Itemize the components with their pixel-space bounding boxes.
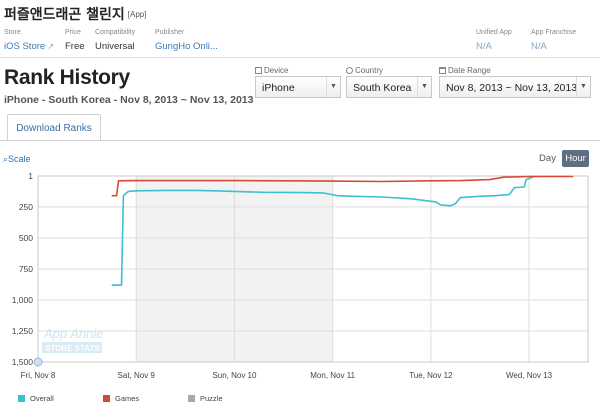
series-line-overall [111, 175, 539, 286]
legend-swatch [18, 395, 25, 402]
legend-label: Overall [30, 394, 54, 403]
device-select[interactable]: iPhone ▼ [255, 76, 341, 98]
x-tick-label: Fri, Nov 8 [21, 371, 56, 380]
scale-toggle[interactable]: ⌕Scale [3, 154, 31, 165]
app-franchise-label: App Franchise [531, 29, 577, 36]
device-icon [255, 67, 262, 74]
unified-app-label: Unified App [476, 29, 512, 36]
globe-icon [346, 67, 353, 74]
tab-underline [0, 140, 600, 141]
y-tick-label: 1,500 [12, 357, 34, 367]
app-franchise-value[interactable]: N/A [531, 41, 547, 52]
hour-button[interactable]: Hour [562, 150, 589, 167]
x-tick-label: Tue, Nov 12 [409, 371, 453, 380]
y-tick-label: 250 [19, 202, 33, 212]
device-filter-label: Device [255, 66, 288, 75]
day-button[interactable]: Day [539, 153, 556, 164]
app-title: 퍼즐앤드래곤 챌린지 [App] [4, 4, 146, 24]
y-tick-label: 1 [28, 171, 33, 181]
page-title: Rank History [4, 66, 130, 89]
unified-app-value[interactable]: N/A [476, 41, 492, 52]
compatibility-value: Universal [95, 41, 135, 52]
country-select[interactable]: South Korea ▼ [346, 76, 432, 98]
watermark-badge [42, 342, 102, 353]
y-tick-label: 1,250 [12, 326, 34, 336]
legend-swatch [103, 395, 110, 402]
x-tick-label: Sun, Nov 10 [212, 371, 257, 380]
y-tick-label: 750 [19, 264, 33, 274]
date-range-select-value: Nov 8, 2013 ~ Nov 13, 2013 [446, 82, 578, 94]
store-label: Store [4, 29, 21, 36]
app-type-tag: [App] [127, 10, 147, 19]
device-select-value: iPhone [262, 82, 295, 94]
x-tick-label: Wed, Nov 13 [506, 371, 553, 380]
app-name: 퍼즐앤드래곤 챌린지 [4, 7, 125, 23]
country-label-text: Country [355, 66, 384, 75]
chevron-down-icon: ▼ [576, 77, 590, 97]
x-tick-label: Mon, Nov 11 [310, 371, 355, 380]
legend-swatch [188, 395, 195, 402]
chevron-down-icon: ▼ [417, 77, 431, 97]
date-range-label-text: Date Range [448, 66, 491, 75]
device-label-text: Device [264, 66, 289, 75]
store-link[interactable]: iOS Store ↗ [4, 41, 54, 52]
date-range-select[interactable]: Nov 8, 2013 ~ Nov 13, 2013 ▼ [439, 76, 591, 98]
zoom-icon: ⌕ [3, 154, 9, 164]
watermark-subtext: STORE STATS [45, 344, 100, 353]
legend-item-overall[interactable]: Overall [18, 394, 54, 403]
price-label: Price [65, 29, 81, 36]
legend-item-games[interactable]: Games [103, 394, 139, 403]
scale-label: Scale [8, 154, 31, 164]
legend-label: Games [115, 394, 140, 403]
publisher-label: Publisher [155, 29, 185, 36]
page-subtitle: iPhone - South Korea - Nov 8, 2013 ~ Nov… [4, 94, 254, 106]
chevron-down-icon: ▼ [326, 77, 340, 97]
series-line-games [111, 175, 574, 197]
country-select-value: South Korea [353, 82, 412, 94]
header-divider [0, 57, 600, 58]
range-handle [33, 357, 43, 367]
y-tick-label: 1,000 [12, 295, 34, 305]
rank-chart: 1 250 500 750 1,000 1,250 1,500 Fri, Nov 8 Sat, … [12, 171, 589, 380]
tab-download-ranks[interactable]: Download Ranks [7, 114, 101, 141]
watermark-text: App Annie [43, 326, 104, 341]
compatibility-label: Compatibility [95, 29, 136, 36]
legend-item-puzzle[interactable]: Puzzle [188, 394, 223, 403]
legend-label: Puzzle [200, 394, 223, 403]
plot-border [37, 175, 589, 363]
price-value: Free [65, 41, 85, 52]
country-filter-label: Country [346, 66, 383, 75]
y-tick-label: 500 [19, 233, 33, 243]
x-tick-label: Sat, Nov 9 [118, 371, 156, 380]
calendar-icon [439, 67, 446, 74]
store-value: iOS Store [4, 41, 46, 52]
date-range-filter-label: Date Range [439, 66, 491, 75]
publisher-link[interactable]: GungHo Onli... [155, 41, 218, 52]
external-link-icon: ↗ [47, 42, 54, 51]
